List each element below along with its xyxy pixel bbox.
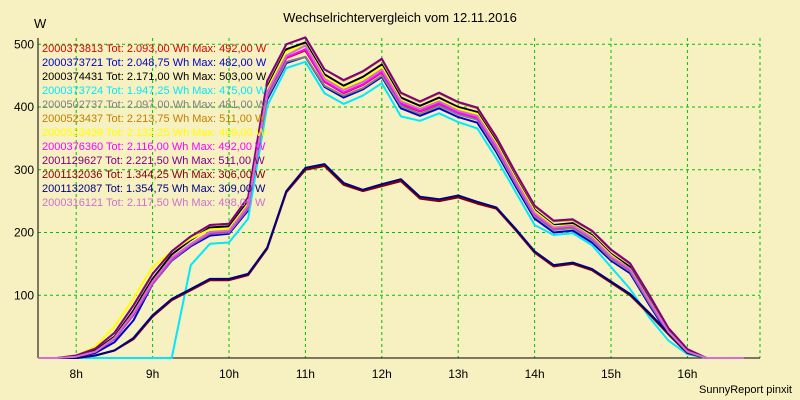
x-tick-label: 16h: [677, 367, 697, 381]
series-line-2000373724: [38, 60, 745, 359]
legend-entry-2000373724: 2000373724 Tot: 1.947,25 Wh Max: 475,00 …: [42, 85, 267, 97]
x-tick-label: 14h: [525, 367, 545, 381]
x-tick-label: 8h: [70, 367, 83, 381]
x-tick-label: 13h: [448, 367, 468, 381]
legend-entry-2001129627: 2001129627 Tot: 2.221,50 Wh Max: 511,00 …: [42, 155, 265, 167]
legend-entry-2000373813: 2000373813 Tot: 2.093,00 Wh Max: 492,00 …: [42, 43, 267, 55]
legend-entry-2000373721: 2000373721 Tot: 2.048,75 Wh Max: 482,00 …: [42, 57, 267, 69]
y-tick-label: 500: [14, 37, 34, 51]
grid: [37, 38, 761, 358]
legend-entry-2001132087: 2001132087 Tot: 1.354,75 Wh Max: 309,00 …: [42, 183, 266, 195]
legend-entry-2001132036: 2001132036 Tot: 1.344,25 Wh Max: 306,00 …: [42, 169, 266, 181]
x-tick-label: 9h: [146, 367, 159, 381]
legend-entry-2000316121: 2000316121 Tot: 2.117,50 Wh Max: 498,00 …: [42, 197, 266, 209]
legend-entry-2000523439: 2000523439 Tot: 2.132,25 Wh Max: 499,00 …: [42, 127, 267, 139]
series-lines: [38, 36, 745, 359]
legend-entry-2000502737: 2000502737 Tot: 2.097,00 Wh Max: 481,00 …: [42, 99, 267, 111]
y-axis-unit: W: [34, 16, 47, 31]
y-tick-label: 200: [14, 226, 34, 240]
series-line-2000374431: [38, 41, 745, 359]
legend-entry-2000376360: 2000376360 Tot: 2.116,00 Wh Max: 492,00 …: [42, 141, 266, 153]
y-tick-label: 300: [14, 163, 34, 177]
x-tick-label: 12h: [372, 367, 392, 381]
chart-title: Wechselrichtervergleich vom 12.11.2016: [283, 10, 517, 25]
series-line-2000316121: [38, 44, 745, 359]
legend: 2000373813 Tot: 2.093,00 Wh Max: 492,00 …: [42, 42, 266, 210]
x-tick-label: 10h: [219, 367, 239, 381]
y-tick-label: 400: [14, 100, 34, 114]
tick-labels: 100 200 300 400 500 8h 9h 10h 11h 12h 13h 14h 15h 16h: [14, 37, 697, 381]
legend-entry-2000523437: 2000523437 Tot: 2.213,75 Wh Max: 511,00 …: [42, 113, 266, 125]
footer-credit: SunnyReport pinxit: [699, 384, 792, 396]
legend-entry-2000374431: 2000374431 Tot: 2.171,00 Wh Max: 503,00 …: [42, 71, 267, 83]
series-line-2001132087: [38, 163, 745, 359]
series-line-2001129627: [38, 36, 745, 359]
x-tick-label: 15h: [601, 367, 621, 381]
y-tick-label: 100: [14, 288, 34, 302]
x-tick-label: 11h: [296, 367, 315, 381]
